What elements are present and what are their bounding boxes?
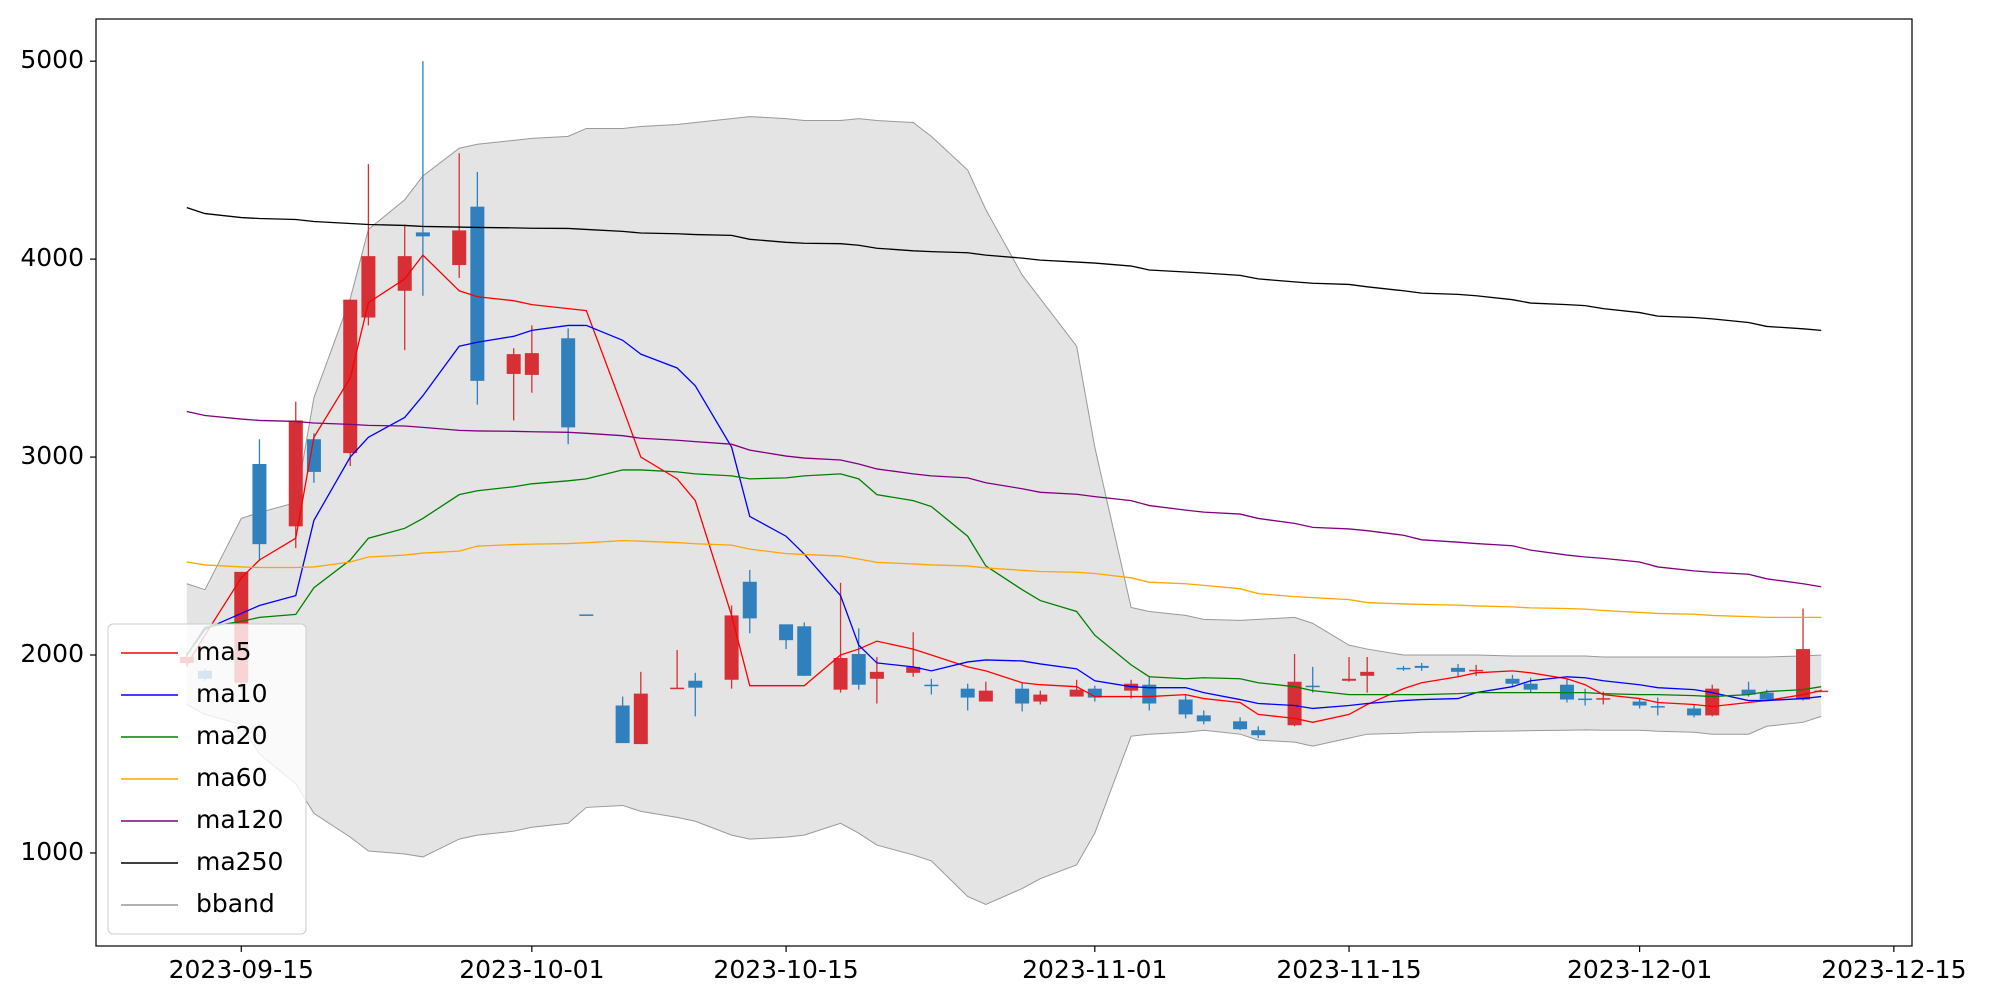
candle-body [906,666,921,673]
candle-body [960,688,975,698]
x-tick-label: 2023-12-01 [1567,955,1712,984]
candle-body [452,230,467,266]
candle-body [1505,678,1520,684]
candle-body [415,232,430,237]
y-tick-label: 3000 [20,441,84,470]
candle-body [633,693,648,745]
candle-body [361,256,376,318]
candle-body [1233,721,1248,730]
band-edge [186,704,1822,905]
y-tick-label: 2000 [20,639,84,668]
plot-area [179,61,1829,905]
candle-body [1251,730,1266,736]
candle-body [306,439,321,472]
candle-body [397,256,412,291]
ma-line [186,539,1822,619]
x-tick-label: 2023-11-15 [1276,955,1421,984]
candle-body [1305,685,1320,688]
candle-body [288,420,303,527]
y-tick-label: 4000 [20,243,84,272]
candle-body [724,615,739,680]
candle-body [1650,706,1665,708]
candle-body [978,690,993,702]
candle-body [1687,708,1702,716]
ma-line [186,324,1822,710]
candle-body [1069,689,1084,697]
candle-body [851,654,866,685]
candle-body [1342,678,1357,681]
candle-body [1596,698,1611,700]
legend-label: ma120 [196,805,283,834]
ma-line [186,207,1822,332]
candle-body [1451,667,1465,672]
candle-body [1033,694,1048,702]
candle-body [1087,688,1102,698]
candle-body [1523,683,1538,690]
legend-label: ma20 [196,721,267,750]
x-tick-label: 2023-11-01 [1022,955,1167,984]
candle-body [688,680,703,688]
candle-body [1705,688,1720,716]
candle-body [1287,681,1302,726]
candle-body [1396,667,1411,670]
x-tick-label: 2023-10-15 [713,955,858,984]
candle-body [1814,690,1829,693]
candle-body [797,626,812,676]
candle-body [561,338,576,428]
candle-body [670,687,685,690]
band-edge [186,116,1822,658]
candle-body [1142,684,1157,704]
candle-body [742,581,757,619]
x-tick-label: 2023-09-15 [169,955,314,984]
candle-body [1414,665,1429,668]
candle-body [506,354,521,374]
candle-body [579,614,594,616]
candle-body [924,684,939,687]
legend-label: ma10 [196,679,267,708]
candle-body [524,353,539,375]
candle-body [869,671,884,679]
candle-body [1578,698,1593,701]
candle-body [615,705,630,744]
candle-body [1632,701,1647,706]
legend-box [107,623,307,935]
candle-body [1196,715,1211,722]
candle-body [1178,699,1193,715]
candle-body [252,463,267,545]
candle-body [470,206,485,381]
axes-frame [95,18,1913,947]
candle-body [1015,688,1030,704]
legend-label: ma250 [196,847,283,876]
candle-body [1796,649,1811,700]
legend-label: ma5 [196,637,252,666]
legend-label: bband [196,889,275,918]
candle-body [833,657,848,690]
candle-body [1741,689,1756,695]
candle-body [779,624,794,641]
x-tick-label: 2023-10-01 [459,955,604,984]
candle-body [1360,671,1375,676]
legend-label: ma60 [196,763,267,792]
band-fill [186,116,1822,905]
ma-line [186,410,1822,588]
candle-body [1469,669,1484,672]
candle-body [1759,692,1774,700]
y-tick-label: 1000 [20,837,84,866]
x-tick-label: 2023-12-15 [1821,955,1966,984]
ma-line [186,469,1822,698]
y-tick-label: 5000 [20,45,84,74]
